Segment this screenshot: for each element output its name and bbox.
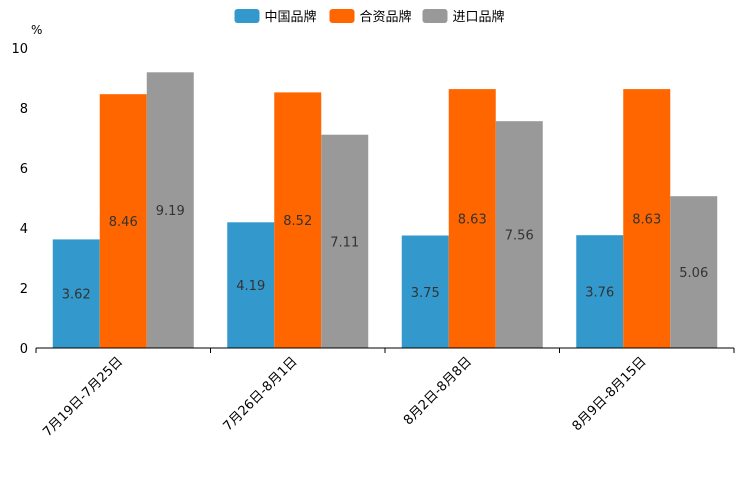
bar — [670, 196, 718, 348]
bars: 3.62 8.46 9.19 4.19 8.52 7.11 3.75 8.63 7.56 3.76… — [52, 72, 718, 349]
bar — [623, 89, 671, 348]
bar-value-label: 9.19 — [156, 204, 185, 219]
bar — [52, 239, 100, 348]
bar-value-label: 7.56 — [505, 229, 534, 244]
bar-value-label: 8.63 — [458, 213, 487, 228]
bar — [401, 235, 449, 348]
bar-value-label: 4.19 — [236, 279, 265, 294]
y-tick-label: 8 — [20, 102, 28, 117]
legend-swatch — [329, 9, 355, 23]
y-tick-label: 10 — [11, 42, 28, 57]
bar-value-label: 8.46 — [109, 215, 138, 230]
legend-swatch — [422, 9, 448, 23]
y-tick-label: 6 — [20, 162, 28, 177]
x-axis: 7月19日-7月25日 7月26日-8月1日 8月2日-8月8日 8月9日-8月15日 — [35, 347, 735, 440]
x-tick-label: 8月2日-8月8日 — [401, 354, 475, 428]
legend-swatch — [234, 9, 260, 23]
bar — [495, 121, 543, 348]
bar-value-label: 3.62 — [62, 288, 91, 303]
legend-item: 合资品牌 — [329, 9, 412, 25]
bar-value-label: 5.06 — [679, 266, 708, 281]
x-tick-label: 7月19日-7月25日 — [40, 354, 126, 440]
bar — [99, 94, 147, 348]
legend-label: 合资品牌 — [360, 9, 412, 25]
x-tick-label: 8月9日-8月15日 — [570, 354, 650, 434]
x-tick-label: 7月26日-8月1日 — [221, 354, 301, 434]
bar-value-label: 8.63 — [632, 213, 661, 228]
y-tick-label: 4 — [20, 222, 28, 237]
bar — [146, 72, 194, 349]
legend-label: 中国品牌 — [265, 9, 317, 25]
y-tick-label: 0 — [20, 342, 28, 357]
bar-value-label: 3.75 — [411, 286, 440, 301]
bar-value-label: 7.11 — [330, 235, 359, 250]
legend-label: 进口品牌 — [453, 9, 505, 25]
legend-item: 进口品牌 — [422, 9, 505, 25]
bar-value-label: 8.52 — [283, 214, 312, 229]
y-axis: 0 2 4 6 8 10 — [11, 42, 28, 357]
bar — [274, 92, 322, 349]
bar-value-label: 3.76 — [585, 286, 614, 301]
bar — [576, 235, 624, 348]
legend: 中国品牌 合资品牌 进口品牌 — [234, 9, 505, 25]
y-tick-label: 2 — [20, 282, 28, 297]
legend-item: 中国品牌 — [234, 9, 317, 25]
bar — [321, 134, 369, 348]
bar — [448, 89, 496, 348]
y-axis-unit-label: % — [31, 23, 42, 37]
bar — [227, 222, 275, 348]
